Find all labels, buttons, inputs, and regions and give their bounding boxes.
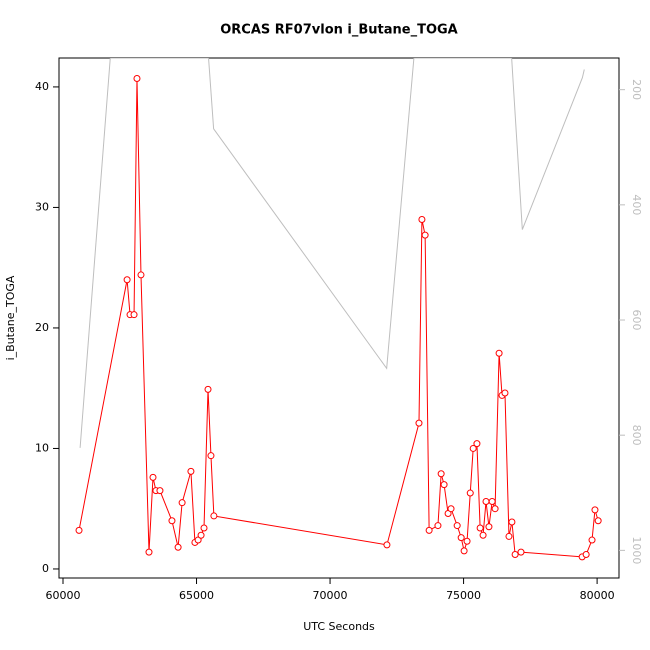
data-point xyxy=(485,523,493,531)
data-point xyxy=(482,497,490,505)
data-point xyxy=(440,481,448,489)
data-point xyxy=(133,74,141,82)
data-point xyxy=(207,452,215,460)
series xyxy=(75,74,602,561)
data-point xyxy=(383,541,391,549)
y-tick-label: 30 xyxy=(35,200,49,213)
data-point xyxy=(204,385,212,393)
y2-tick-label: 800 xyxy=(630,425,643,446)
data-point xyxy=(473,440,481,448)
data-point xyxy=(178,499,186,507)
plot-frame xyxy=(58,57,620,579)
series-line xyxy=(79,58,585,448)
data-point xyxy=(511,551,519,559)
data-point xyxy=(594,517,602,525)
data-point xyxy=(501,389,509,397)
data-point xyxy=(469,444,477,452)
series xyxy=(79,58,585,448)
data-point xyxy=(145,548,153,556)
data-point xyxy=(447,505,455,513)
y-tick-label: 10 xyxy=(35,441,49,454)
data-point xyxy=(479,531,487,539)
data-point xyxy=(495,349,503,357)
data-point xyxy=(463,537,471,545)
data-point xyxy=(200,524,208,532)
data-point xyxy=(418,215,426,223)
data-point xyxy=(508,518,516,526)
data-point xyxy=(476,524,484,532)
data-point xyxy=(168,517,176,525)
x-tick-label: 80000 xyxy=(580,589,615,602)
y-tick-label: 40 xyxy=(35,80,49,93)
y2-tick-label: 1000 xyxy=(630,536,643,564)
y-tick-label: 0 xyxy=(42,562,49,575)
data-point xyxy=(505,532,513,540)
data-point xyxy=(75,526,83,534)
x-axis-label: UTC Seconds xyxy=(303,620,375,633)
x-tick-label: 60000 xyxy=(46,589,81,602)
data-point xyxy=(517,548,525,556)
data-point xyxy=(457,534,465,542)
data-point xyxy=(425,526,433,534)
y2-tick-label: 400 xyxy=(630,194,643,215)
x-tick-label: 75000 xyxy=(446,589,481,602)
data-point xyxy=(460,547,468,555)
y-tick-label: 20 xyxy=(35,321,49,334)
data-point xyxy=(488,497,496,505)
y2-tick-label: 200 xyxy=(630,79,643,100)
chart-title: ORCAS RF07vlon i_Butane_TOGA xyxy=(220,23,458,38)
data-point xyxy=(591,506,599,514)
x-tick-label: 70000 xyxy=(313,589,348,602)
data-point xyxy=(453,522,461,530)
data-point xyxy=(149,473,157,481)
data-point xyxy=(588,536,596,544)
series-line xyxy=(78,78,599,558)
data-point xyxy=(210,512,218,520)
data-point xyxy=(197,531,205,539)
data-point xyxy=(137,271,145,279)
data-point xyxy=(434,522,442,530)
data-point xyxy=(421,231,429,239)
data-point xyxy=(437,470,445,478)
data-point xyxy=(156,487,164,495)
y2-tick-label: 600 xyxy=(630,310,643,331)
data-point xyxy=(130,311,138,319)
y-axis-label: i_Butane_TOGA xyxy=(4,275,17,360)
data-point xyxy=(466,489,474,497)
x-tick-label: 65000 xyxy=(179,589,214,602)
data-point xyxy=(582,551,590,559)
data-point xyxy=(415,419,423,427)
data-point xyxy=(174,543,182,551)
data-point xyxy=(187,467,195,475)
data-point xyxy=(123,276,131,284)
data-point xyxy=(491,505,499,513)
